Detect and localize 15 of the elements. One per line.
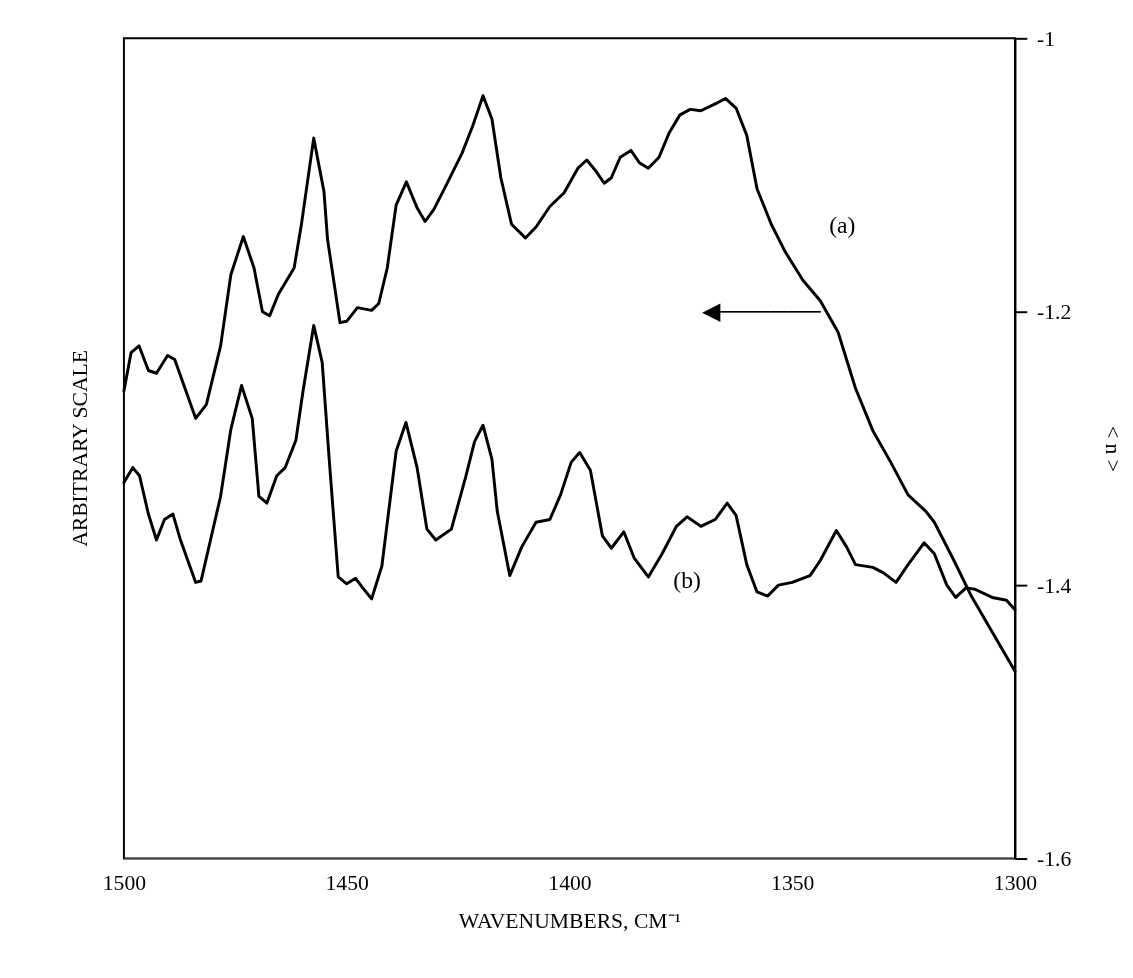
x-tick-label: 1400 — [548, 870, 592, 895]
x-axis-title: WAVENUMBERS, CM⁻¹ — [458, 908, 682, 933]
x-tick-label: 1450 — [325, 870, 369, 895]
x-tick-label: 1300 — [993, 870, 1038, 895]
y-tick-label: -1.2 — [1037, 300, 1072, 325]
annotation: (a) — [829, 212, 856, 239]
y-tick-label: -1.4 — [1037, 573, 1072, 598]
annotation: (b) — [673, 566, 701, 593]
text: ARBITRARY SCALE — [67, 350, 92, 547]
y-tick-label: -1 — [1037, 26, 1056, 51]
y-tick-label: -1.6 — [1037, 846, 1072, 871]
x-tick-label: 1500 — [102, 870, 147, 895]
y-axis-title: < n > — [1100, 425, 1125, 472]
annotation: ◀────── — [702, 297, 821, 324]
x-tick-label: 1350 — [771, 870, 815, 895]
